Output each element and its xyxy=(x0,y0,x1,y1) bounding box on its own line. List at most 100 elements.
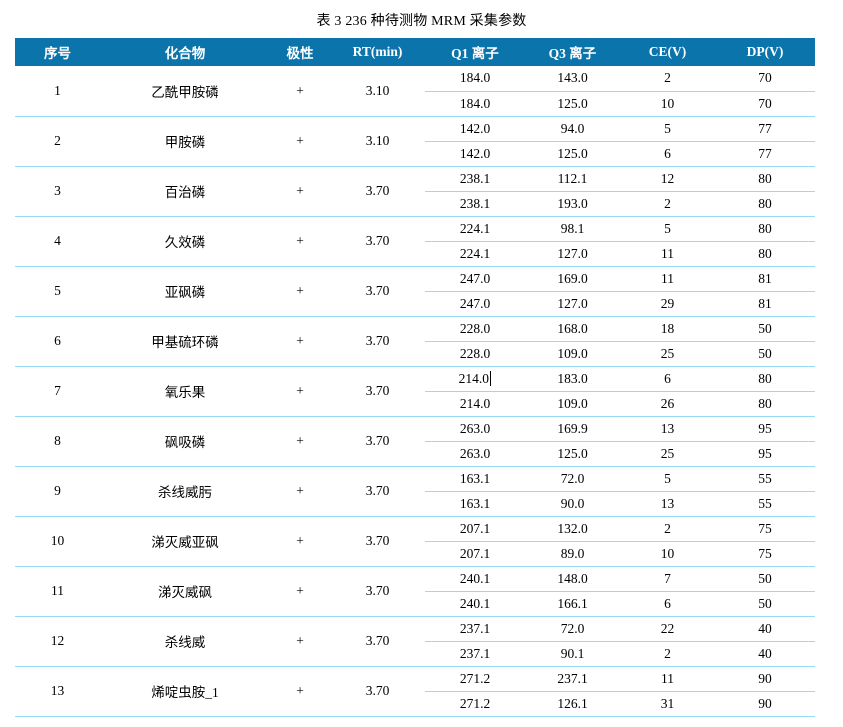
cell-q1-ion: 184.0 xyxy=(425,66,525,92)
cell-dp: 70 xyxy=(715,66,815,92)
cell-q3-ion: 125.0 xyxy=(525,441,620,467)
table-subrow: 224.1 127.0 11 80 xyxy=(15,241,815,267)
cell-q3-ion: 112.1 xyxy=(525,166,620,192)
cell-polarity: + xyxy=(270,216,330,267)
table-row: 2 甲胺磷 + 3.10 142.0 94.0 5 77 xyxy=(15,116,815,167)
cell-q3-ion: 109.0 xyxy=(525,391,620,417)
table-subrow: 228.0 109.0 25 50 xyxy=(15,341,815,367)
cell-compound: 杀线威 xyxy=(100,616,270,667)
cell-ce: 18 xyxy=(620,316,715,342)
cell-q1-ion: 238.1 xyxy=(425,191,525,217)
cell-ce: 29 xyxy=(620,291,715,317)
cell-q1-ion: 237.1 xyxy=(425,641,525,667)
cell-rt: 3.70 xyxy=(330,516,425,567)
cell-q3-ion: 109.0 xyxy=(525,341,620,367)
cell-rt: 3.70 xyxy=(330,266,425,317)
cell-ce: 22 xyxy=(620,616,715,642)
cell-dp: 95 xyxy=(715,416,815,442)
cell-dp: 50 xyxy=(715,316,815,342)
cell-compound: 百治磷 xyxy=(100,166,270,217)
cell-dp: 95 xyxy=(715,441,815,467)
cell-compound: 亚砜磷 xyxy=(100,266,270,317)
column-header-q1-ion: Q1 离子 xyxy=(425,38,525,66)
cell-q1-ion: 237.1 xyxy=(425,616,525,642)
cell-q3-ion: 169.0 xyxy=(525,266,620,292)
cell-row-number: 2 xyxy=(15,116,100,167)
cell-compound: 砜吸磷 xyxy=(100,416,270,467)
cell-dp: 75 xyxy=(715,516,815,542)
cell-polarity: + xyxy=(270,266,330,317)
column-header-polarity: 极性 xyxy=(270,38,330,66)
cell-rt: 3.70 xyxy=(330,616,425,667)
cell-q3-ion: 89.0 xyxy=(525,541,620,567)
cell-q3-ion: 94.0 xyxy=(525,116,620,142)
cell-ce: 2 xyxy=(620,66,715,92)
cell-ce: 5 xyxy=(620,466,715,492)
table-subrow: 142.0 125.0 6 77 xyxy=(15,141,815,167)
cell-rt: 3.10 xyxy=(330,116,425,167)
cell-dp: 81 xyxy=(715,266,815,292)
cell-rt: 3.70 xyxy=(330,416,425,467)
cell-compound: 涕灭威砜 xyxy=(100,566,270,617)
cell-ce: 31 xyxy=(620,691,715,717)
column-header-no: 序号 xyxy=(15,38,100,66)
table-subrow: 214.0 109.0 26 80 xyxy=(15,391,815,417)
cell-q1-ion: 142.0 xyxy=(425,116,525,142)
cell-q1-ion: 214.0 xyxy=(425,391,525,417)
table-subrow: 247.0 127.0 29 81 xyxy=(15,291,815,317)
table-row: 13 烯啶虫胺_1 + 3.70 271.2 237.1 11 90 xyxy=(15,666,815,717)
cell-dp: 81 xyxy=(715,291,815,317)
cell-row-number: 5 xyxy=(15,266,100,317)
cell-polarity: + xyxy=(270,616,330,667)
cell-row-number: 3 xyxy=(15,166,100,217)
cell-q3-ion: 72.0 xyxy=(525,616,620,642)
cell-q1-ion: 271.2 xyxy=(425,666,525,692)
cell-dp: 40 xyxy=(715,641,815,667)
cell-q1-ion: 207.1 xyxy=(425,516,525,542)
cell-q3-ion: 127.0 xyxy=(525,241,620,267)
table-subrow: 271.2 126.1 31 90 xyxy=(15,691,815,717)
cell-q3-ion: 90.0 xyxy=(525,491,620,517)
column-header-q3-ion: Q3 离子 xyxy=(525,38,620,66)
cell-q1-ion: 247.0 xyxy=(425,266,525,292)
cell-q3-ion: 127.0 xyxy=(525,291,620,317)
table-subrow: 184.0 125.0 10 70 xyxy=(15,91,815,117)
cell-q3-ion: 72.0 xyxy=(525,466,620,492)
cell-q1-ion: 224.1 xyxy=(425,241,525,267)
cell-q3-ion: 166.1 xyxy=(525,591,620,617)
cell-dp: 80 xyxy=(715,391,815,417)
cell-compound: 烯啶虫胺_1 xyxy=(100,666,270,717)
cell-compound: 甲基硫环磷 xyxy=(100,316,270,367)
table-header-row: 序号 化合物 极性 RT(min) Q1 离子 Q3 离子 CE(V) DP(V… xyxy=(15,38,815,66)
cell-ce: 6 xyxy=(620,141,715,167)
cell-ce: 2 xyxy=(620,191,715,217)
cell-dp: 80 xyxy=(715,241,815,267)
cell-q1-ion: 240.1 xyxy=(425,591,525,617)
table-row: 7 氧乐果 + 3.70 214.0 183.0 6 80 xyxy=(15,366,815,417)
text-cursor xyxy=(489,370,492,386)
table-row: 3 百治磷 + 3.70 238.1 112.1 12 80 xyxy=(15,166,815,217)
cell-q3-ion: 90.1 xyxy=(525,641,620,667)
cell-ce: 2 xyxy=(620,516,715,542)
cell-dp: 50 xyxy=(715,341,815,367)
cell-q1-ion: 263.0 xyxy=(425,441,525,467)
cell-polarity: + xyxy=(270,366,330,417)
cell-rt: 3.70 xyxy=(330,366,425,417)
cell-polarity: + xyxy=(270,466,330,517)
cell-polarity: + xyxy=(270,516,330,567)
cell-rt: 3.70 xyxy=(330,466,425,517)
table-caption: 表 3 236 种待测物 MRM 采集参数 xyxy=(316,14,527,29)
table-body: 1 乙酰甲胺磷 + 3.10 184.0 143.0 2 70 184.0 12… xyxy=(15,66,815,717)
cell-rt: 3.70 xyxy=(330,166,425,217)
cell-q3-ion: 125.0 xyxy=(525,91,620,117)
table-row: 6 甲基硫环磷 + 3.70 228.0 168.0 18 50 xyxy=(15,316,815,367)
cell-compound: 甲胺磷 xyxy=(100,116,270,167)
cell-dp: 80 xyxy=(715,166,815,192)
cell-ce: 13 xyxy=(620,416,715,442)
column-header-ce: CE(V) xyxy=(620,38,715,66)
cell-row-number: 7 xyxy=(15,366,100,417)
cell-compound: 久效磷 xyxy=(100,216,270,267)
table-row: 5 亚砜磷 + 3.70 247.0 169.0 11 81 xyxy=(15,266,815,317)
cell-polarity: + xyxy=(270,116,330,167)
